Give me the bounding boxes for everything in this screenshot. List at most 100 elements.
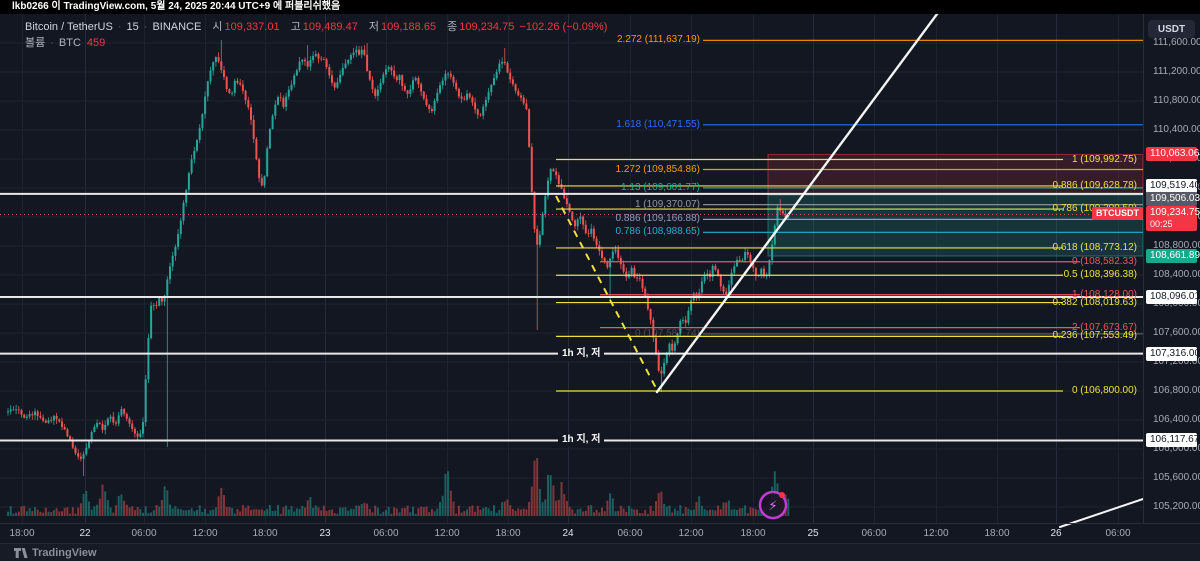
candle-body (547, 180, 549, 197)
volume-bar (128, 507, 131, 516)
volume-bar (277, 505, 279, 516)
candle-body (333, 82, 336, 88)
time-axis-label: 22 (79, 528, 91, 539)
time-axis-label: 26 (1050, 528, 1062, 539)
fib-extension-left-label[interactable]: 1.618 (110,471.55) (616, 118, 700, 130)
fib-retracement-right-label[interactable]: 1 (109,992.75) (1071, 153, 1137, 165)
price-level-badge: 109,519.40 (1146, 179, 1200, 193)
candle-body (293, 75, 296, 85)
candle-body (193, 150, 196, 160)
volume-bar (187, 509, 190, 516)
volume-bar (738, 508, 741, 516)
candle-body (88, 441, 90, 448)
volume-bar (412, 506, 414, 516)
lightning-sticker[interactable] (758, 490, 788, 520)
candle-body (771, 244, 774, 261)
candle-body (393, 70, 396, 77)
low-label: 저 (368, 21, 380, 33)
fib-retracement-right-label[interactable]: 0.5 (108,396.38) (1063, 269, 1137, 281)
volume-bar (630, 508, 633, 516)
volume-bar (263, 510, 266, 516)
candle-body (325, 59, 328, 68)
volume-bar (142, 512, 144, 516)
volume-bar (447, 471, 450, 516)
fib-retracement-right-label[interactable]: 0.886 (109,628.78) (1052, 179, 1137, 191)
current-price-badge: 109,234.75 00:25 (1146, 206, 1200, 231)
volume-bar (233, 513, 236, 516)
candle-body (506, 63, 509, 73)
currency-toggle-usdt[interactable]: USDT (1148, 20, 1195, 38)
time-axis[interactable]: 18:00 22 06:00 12:00 18:00 23 06:00 12:00 18:00 2… (0, 523, 1200, 544)
volume-bar (646, 513, 649, 516)
fib-extension-left-label[interactable]: 0 (107,587.74) (634, 327, 700, 339)
volume-bar (482, 507, 485, 516)
interval-value[interactable]: 15 (126, 21, 139, 33)
candle-body (517, 90, 520, 96)
fib-retracement-right-label[interactable]: 0 (106,800.00) (1071, 385, 1137, 396)
fib-extension-left-label[interactable]: 0.786 (108,988.65) (615, 226, 700, 238)
candle-body (763, 268, 765, 277)
volume-bar (31, 510, 34, 516)
volume-bar (436, 508, 439, 516)
candle-body (565, 198, 568, 205)
fib-extension-left-label[interactable]: 1.13 (109,601.77) (621, 181, 700, 193)
chart-pane[interactable]: ⚡ (0, 10, 1143, 523)
volume-bar (549, 475, 552, 516)
volume-bar (349, 508, 352, 516)
time-axis-label: 12:00 (923, 528, 949, 539)
price-axis-label: 110,400.00 (1153, 124, 1200, 135)
volume-bar (679, 505, 682, 516)
volume-bar (190, 508, 193, 516)
symbol-title[interactable]: Bitcoin / TetherUS (25, 21, 113, 33)
fib-extension-left-label[interactable]: 1 (109,370.07) (634, 198, 700, 210)
volume-bar (552, 485, 555, 516)
support-resistance-label[interactable]: 1h 지, 저 (558, 346, 605, 361)
volume-bar (42, 512, 45, 516)
volume-bar (55, 508, 58, 516)
candle-body (495, 71, 498, 79)
fib-retracement-right-label[interactable]: 0.618 (108,773.12) (1052, 241, 1137, 253)
candle-body (401, 75, 404, 86)
yellow-dashed-line[interactable] (555, 195, 658, 391)
price-axis-label: 106,800.00 (1153, 385, 1200, 396)
support-resistance-label[interactable]: 1h 지, 저 (558, 433, 605, 448)
volume-bar (403, 507, 406, 516)
volume-bar (606, 500, 609, 516)
volume-bar (285, 505, 288, 516)
volume-bar (622, 508, 625, 516)
candle-body (463, 98, 466, 100)
candle-body (657, 353, 660, 371)
trend-fib-label[interactable]: 0 (108,582.33) (1071, 255, 1137, 267)
fib-extension-left-label[interactable]: 2.272 (111,637.19) (616, 34, 700, 46)
fib-retracement-right-label[interactable]: 0.786 (109,309.50) (1052, 203, 1137, 215)
candle-body (484, 99, 487, 107)
tradingview-logo[interactable]: TradingView (14, 547, 97, 559)
trend-fib-label[interactable]: 1 (108,128.00) (1071, 288, 1137, 300)
candle-body (754, 267, 757, 276)
price-axis-label: 106,400.00 (1153, 414, 1200, 425)
volume-bar (331, 509, 333, 516)
candle-body (571, 211, 574, 221)
fib-retracement-right-label[interactable]: 0.236 (107,553.49) (1052, 330, 1137, 342)
volume-bar (171, 508, 174, 516)
volume-bar (282, 507, 285, 516)
fib-extension-left-label[interactable]: 1.272 (109,854.86) (615, 163, 700, 175)
price-axis[interactable]: USDT 111,600.00 111,200.00 110,800.00 110,4… (1143, 14, 1200, 523)
trend-fib-label[interactable]: 2 (107,673.67) (1071, 321, 1137, 333)
candle-body (673, 343, 676, 351)
white-trendline[interactable] (655, 10, 940, 394)
volume-bar (290, 506, 293, 516)
fib-retracement-right-label[interactable]: 0.382 (108,019.63) (1052, 296, 1137, 308)
volume-bar (474, 511, 477, 516)
fib-extension-left-label[interactable]: 0.886 (109,166.88) (615, 213, 700, 225)
white-trendline-2[interactable] (1059, 498, 1144, 528)
candle-body (768, 260, 771, 275)
volume-unit: BTC (58, 37, 81, 49)
candle-body (158, 297, 161, 306)
candle-body (376, 89, 379, 96)
volume-bar (506, 499, 509, 516)
candle-body (576, 219, 579, 227)
exchange-name[interactable]: BINANCE (152, 21, 202, 33)
volume-bar (163, 486, 166, 516)
